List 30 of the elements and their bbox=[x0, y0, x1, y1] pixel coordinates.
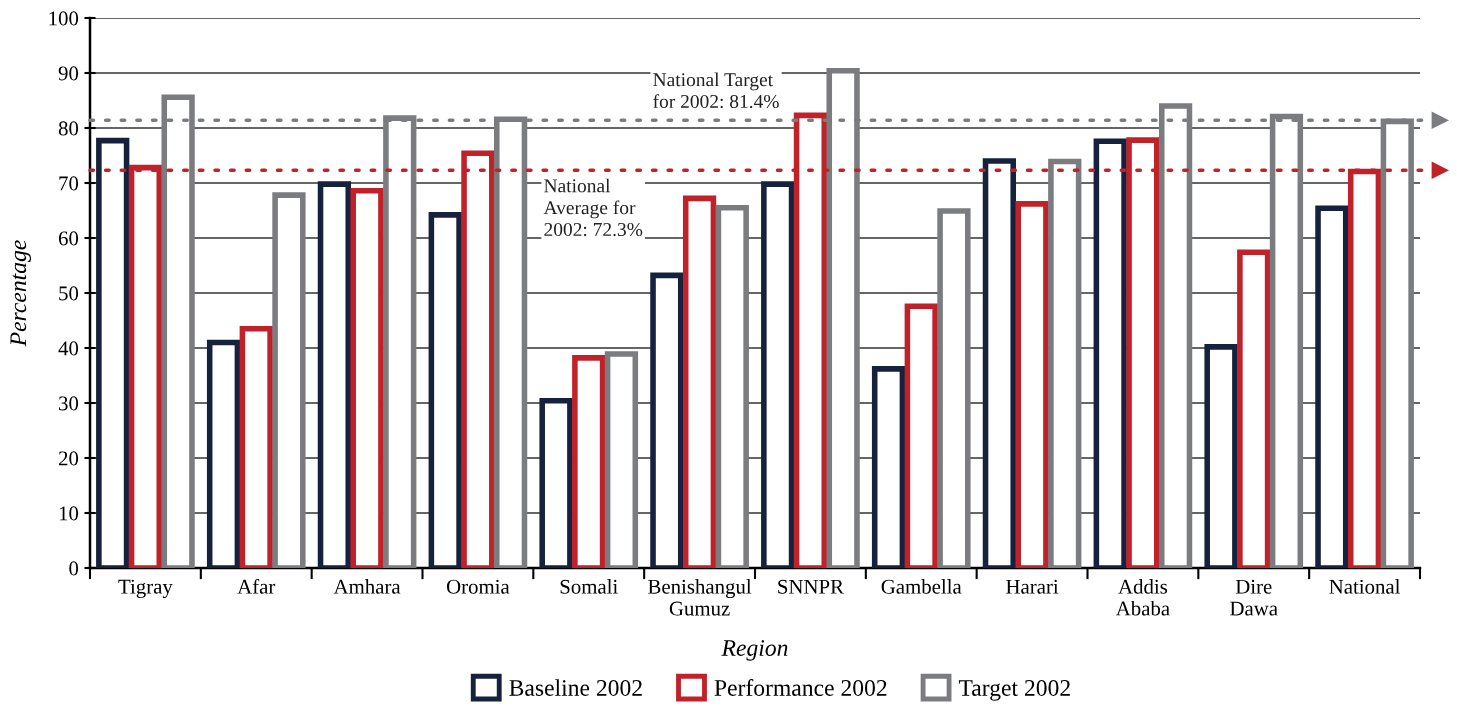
y-tick-label: 10 bbox=[59, 506, 79, 521]
x-tick-label: Dire Dawa bbox=[1230, 579, 1278, 616]
legend-label: Target 2002 bbox=[958, 679, 1070, 701]
y-tick-label: 0 bbox=[69, 561, 79, 576]
ref-line-label: National Target for 2002: 81.4% bbox=[653, 72, 779, 109]
x-tick-label: Somali bbox=[560, 579, 618, 594]
x-tick-label: Afar bbox=[237, 578, 276, 594]
x-tick-label: Oromia bbox=[446, 579, 510, 594]
y-axis-title: Percentage bbox=[10, 240, 31, 347]
x-axis-title: Region bbox=[721, 640, 788, 661]
y-tick-label: 90 bbox=[58, 66, 79, 81]
y-tick-label: 40 bbox=[58, 341, 79, 356]
x-tick-label: Tigray bbox=[118, 579, 173, 598]
x-tick-label: SNNPR bbox=[778, 579, 844, 594]
y-tick-label: 30 bbox=[59, 396, 79, 411]
x-tick-label: Harari bbox=[1006, 579, 1059, 594]
x-tick-label: Amhara bbox=[333, 579, 401, 594]
legend-label: Performance 2002 bbox=[714, 679, 887, 696]
y-tick-label: 60 bbox=[58, 231, 79, 246]
y-tick-label: 100 bbox=[49, 11, 79, 26]
y-tick-label: 80 bbox=[58, 121, 79, 136]
x-tick-label: Addis Ababa bbox=[1115, 579, 1170, 616]
y-tick-label: 50 bbox=[59, 286, 79, 301]
x-tick-label: Benishangul Gumuz bbox=[648, 579, 752, 616]
y-tick-label: 70 bbox=[59, 176, 79, 191]
legend-label: Baseline 2002 bbox=[509, 679, 642, 696]
x-tick-label: National bbox=[1329, 579, 1401, 594]
x-tick-label: Gambella bbox=[881, 579, 962, 594]
y-tick-label: 20 bbox=[58, 451, 79, 466]
ref-line-label: National Average for 2002: 72.3% bbox=[543, 178, 643, 237]
